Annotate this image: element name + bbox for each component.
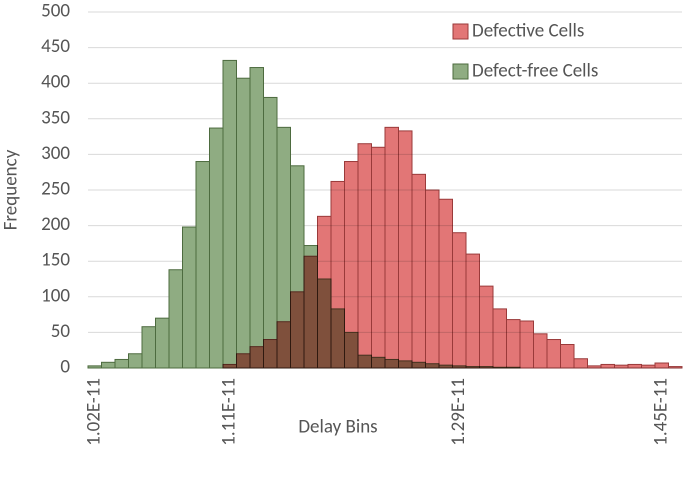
x-tick-label: 1.29E-11	[447, 378, 470, 446]
bar	[519, 320, 534, 369]
bar	[438, 198, 453, 369]
y-tick-label: 200	[41, 213, 70, 236]
legend-swatch	[452, 23, 469, 40]
bar	[614, 364, 629, 369]
bar	[492, 308, 507, 369]
series-bars	[222, 126, 683, 369]
y-tick-label: 100	[41, 284, 70, 307]
bar	[330, 180, 345, 369]
bar	[317, 215, 332, 369]
y-tick-label: 500	[41, 0, 70, 23]
bar	[195, 161, 210, 369]
bar	[641, 364, 656, 369]
bar	[236, 77, 251, 369]
bar	[182, 226, 197, 369]
y-tick-label: 350	[41, 106, 70, 129]
bar	[249, 67, 264, 369]
x-axis-title: Delay Bins	[298, 416, 377, 439]
y-tick-label: 400	[41, 71, 70, 94]
bar	[600, 363, 615, 369]
bar	[668, 366, 683, 369]
bar	[398, 130, 413, 369]
y-tick-label: 300	[41, 142, 70, 165]
legend-label: Defective Cells	[472, 20, 584, 43]
bar	[411, 173, 426, 369]
bar	[573, 358, 588, 369]
bar	[587, 365, 602, 369]
bar	[222, 363, 237, 369]
bar	[114, 358, 129, 369]
bar	[263, 96, 278, 369]
bar	[452, 232, 467, 369]
bar	[546, 339, 561, 369]
bar	[465, 253, 480, 369]
bar	[384, 126, 399, 369]
bar	[357, 143, 372, 369]
bar	[627, 363, 642, 369]
bar	[101, 361, 116, 369]
bar	[236, 353, 251, 369]
bar	[128, 353, 143, 369]
y-tick-label: 450	[41, 35, 70, 58]
y-tick-label: 50	[51, 320, 71, 343]
bar	[654, 362, 669, 369]
y-tick-label: 0	[60, 356, 70, 379]
x-tick-label: 1.11E-11	[217, 378, 240, 446]
bar	[533, 333, 548, 369]
y-tick-label: 250	[41, 178, 70, 201]
legend-swatch	[452, 63, 469, 80]
bar	[87, 365, 102, 369]
bar	[425, 189, 440, 369]
bar	[263, 339, 278, 369]
x-tick-label: 1.45E-11	[649, 378, 672, 446]
x-tick-label: 1.02E-11	[82, 378, 105, 446]
bar	[249, 346, 264, 369]
bar	[276, 321, 291, 369]
y-tick-label: 150	[41, 249, 70, 272]
bar	[222, 59, 237, 369]
series-bars	[87, 59, 521, 369]
bar	[155, 317, 170, 369]
bar	[371, 146, 386, 369]
y-axis-title: Frequency	[0, 149, 23, 230]
bar	[141, 326, 156, 369]
bar	[560, 344, 575, 369]
bar	[303, 255, 318, 369]
bar	[479, 285, 494, 369]
bar	[168, 269, 183, 369]
bar	[344, 161, 359, 369]
bar	[290, 291, 305, 369]
bar	[209, 127, 224, 369]
bar	[506, 319, 521, 369]
legend-label: Defect-free Cells	[472, 60, 598, 83]
